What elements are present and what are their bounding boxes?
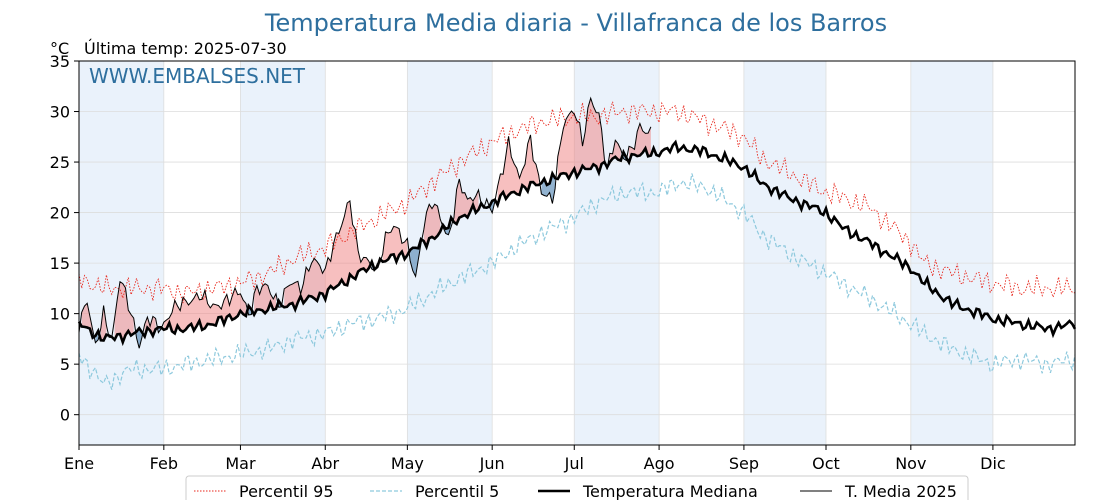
anomaly-above-fill <box>254 283 277 315</box>
legend: Percentil 95 Percentil 5 Temperatura Media… <box>185 475 969 500</box>
x-tick-label: Ago <box>644 454 675 473</box>
anomaly-below-fill <box>136 328 142 349</box>
x-tick-label: Sep <box>729 454 759 473</box>
anomaly-above-fill <box>114 281 134 343</box>
y-tick-label: 20 <box>50 204 70 223</box>
legend-label-median: Temperatura Mediana <box>582 482 758 500</box>
y-tick-label: 15 <box>50 254 70 273</box>
x-tick-label: Feb <box>150 454 178 473</box>
month-band-ene <box>79 61 164 445</box>
x-tick-label: Ene <box>64 454 94 473</box>
month-bands <box>79 61 993 445</box>
anomaly-fills <box>81 98 651 349</box>
watermark: WWW.EMBALSES.NET <box>89 64 306 88</box>
anomaly-above-fill <box>628 123 651 163</box>
legend-box <box>185 475 969 500</box>
x-tick-label: Mar <box>225 454 256 473</box>
series-line-2025 <box>78 96 652 349</box>
y-axis: 0 5 10 15 20 25 30 35 <box>50 52 79 425</box>
x-tick-label: Abr <box>311 454 339 473</box>
series-line-p95 <box>78 101 1076 304</box>
month-band-sep <box>743 61 826 445</box>
x-tick-label: Dic <box>980 454 1006 473</box>
anomaly-above-fill <box>100 305 107 341</box>
last-temp-label: Última temp: 2025-07-30 <box>84 39 287 58</box>
series-lines <box>77 96 1077 390</box>
y-tick-label: 0 <box>60 406 70 425</box>
anomaly-above-fill <box>382 226 408 262</box>
x-tick-label: May <box>391 454 424 473</box>
anomaly-below-fill <box>442 217 452 235</box>
legend-label-p5: Percentil 5 <box>415 482 499 500</box>
anomaly-above-fill <box>609 140 621 163</box>
y-tick-label: 5 <box>60 355 70 374</box>
x-tick-label: Nov <box>895 454 926 473</box>
y-tick-label: 35 <box>50 52 70 71</box>
anomaly-above-fill <box>81 303 93 338</box>
plot-frame <box>78 60 1076 446</box>
legend-label-current: T. Media 2025 <box>844 482 957 500</box>
x-tick-label: Jul <box>564 454 584 473</box>
chart-title: Temperatura Media diaria - Villafranca d… <box>264 9 887 37</box>
x-tick-label: Oct <box>812 454 840 473</box>
month-band-mar <box>240 61 326 445</box>
month-band-nov <box>910 61 993 445</box>
x-axis: Ene Feb Mar Abr May Jun Jul Ago Sep Oct Nov Dic <box>64 445 1006 473</box>
anomaly-above-fill <box>453 178 479 225</box>
y-tick-label: 30 <box>50 103 70 122</box>
month-band-may <box>407 61 493 445</box>
y-tick-label: 25 <box>50 153 70 172</box>
legend-label-p95: Percentil 95 <box>239 482 334 500</box>
y-tick-label: 10 <box>50 305 70 324</box>
y-unit-label: °C <box>50 39 69 58</box>
series-line-median <box>77 139 1077 347</box>
x-tick-label: Jun <box>479 454 505 473</box>
series-line-p5 <box>78 173 1076 390</box>
